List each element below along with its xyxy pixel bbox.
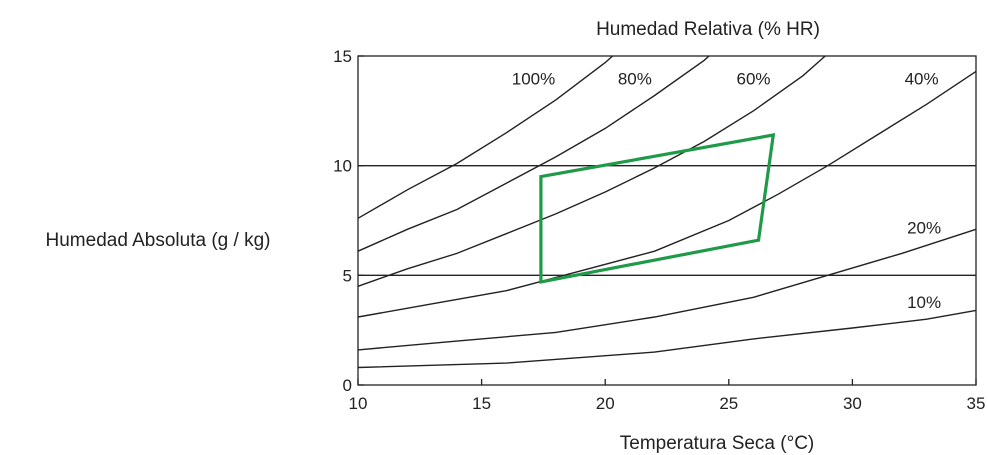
curve-labels: 100% 80% 60% 40% 20% 10%	[512, 70, 941, 313]
x-axis-ticks: 10 15 20 25 30 35	[349, 379, 986, 413]
x-tick-label-30: 30	[843, 394, 862, 413]
y-tick-label-10: 10	[333, 157, 352, 176]
curve-20pct	[357, 228, 977, 351]
curve-label-100pct: 100%	[512, 70, 555, 89]
x-tick-label-20: 20	[596, 394, 615, 413]
y-tick-label-5: 5	[343, 266, 352, 285]
chart-title: Humedad Relativa (% HR)	[596, 19, 820, 40]
curve-80pct	[357, 55, 710, 252]
gridlines	[358, 165, 976, 276]
y-tick-label-15: 15	[333, 47, 352, 66]
curve-label-60pct: 60%	[737, 70, 771, 89]
x-tick-label-15: 15	[472, 394, 491, 413]
curve-label-40pct: 40%	[905, 70, 939, 89]
x-axis-label: Temperatura Seca (°C)	[620, 433, 815, 454]
comfort-zone	[539, 133, 776, 284]
y-tick-label-0: 0	[343, 376, 352, 395]
humidity-curves	[357, 55, 977, 369]
curve-10pct	[357, 309, 977, 369]
curve-label-80pct: 80%	[618, 70, 652, 89]
x-tick-label-35: 35	[967, 394, 986, 413]
x-tick-label-25: 25	[719, 394, 738, 413]
x-tick-label-10: 10	[349, 394, 368, 413]
y-axis-label: Humedad Absoluta (g / kg)	[46, 230, 271, 251]
curve-60pct	[357, 55, 826, 287]
comfort-zone-group	[539, 133, 776, 284]
plot-frame	[357, 55, 977, 386]
y-axis-ticks: 0 5 10 15	[333, 47, 364, 395]
curve-label-10pct: 10%	[907, 293, 941, 312]
curve-40pct	[357, 70, 977, 318]
curve-100pct	[357, 55, 614, 219]
curve-label-20pct: 20%	[907, 219, 941, 238]
